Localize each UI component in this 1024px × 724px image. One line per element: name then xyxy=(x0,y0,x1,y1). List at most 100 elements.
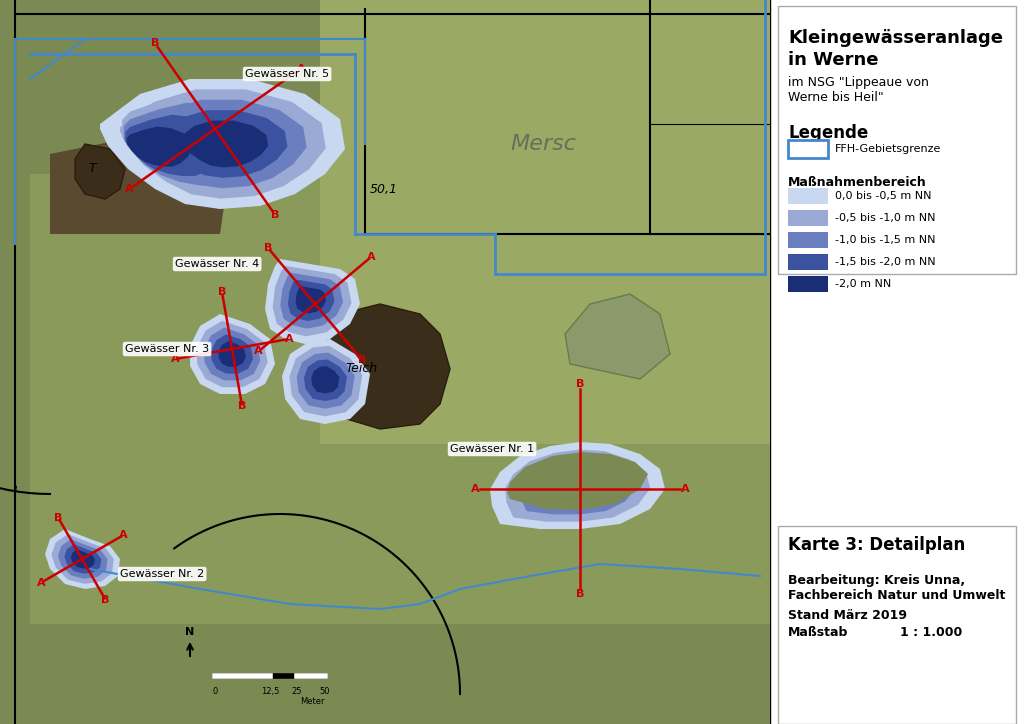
Text: 25: 25 xyxy=(292,687,302,696)
Polygon shape xyxy=(0,0,770,724)
Polygon shape xyxy=(58,539,108,578)
Text: Stand März 2019: Stand März 2019 xyxy=(788,609,907,622)
Polygon shape xyxy=(50,134,230,234)
Text: A: A xyxy=(471,484,479,494)
Polygon shape xyxy=(265,259,360,344)
Text: 0,0 bis -0,5 m NN: 0,0 bis -0,5 m NN xyxy=(835,191,932,201)
Text: A: A xyxy=(681,484,689,494)
Polygon shape xyxy=(535,464,621,507)
Text: -2,0 m NN: -2,0 m NN xyxy=(835,279,891,289)
Text: Maßstab: Maßstab xyxy=(788,626,849,639)
Text: A: A xyxy=(125,184,133,194)
Text: B: B xyxy=(263,243,272,253)
Text: B: B xyxy=(271,210,280,220)
Text: Gewässer Nr. 3: Gewässer Nr. 3 xyxy=(125,344,209,354)
Polygon shape xyxy=(198,321,267,387)
Text: B: B xyxy=(575,589,585,599)
Text: -1,0 bis -1,5 m NN: -1,0 bis -1,5 m NN xyxy=(835,235,936,245)
Polygon shape xyxy=(300,304,450,429)
Polygon shape xyxy=(321,0,770,444)
Text: A: A xyxy=(285,334,293,344)
Text: A: A xyxy=(171,354,179,364)
Text: A: A xyxy=(254,346,263,356)
Text: 1 : 1.000: 1 : 1.000 xyxy=(900,626,963,639)
Polygon shape xyxy=(180,121,268,167)
Text: 50,1: 50,1 xyxy=(370,182,398,195)
Text: B: B xyxy=(358,355,367,366)
Text: im NSG "Lippeaue von
Werne bis Heil": im NSG "Lippeaue von Werne bis Heil" xyxy=(788,76,929,104)
Text: Legende: Legende xyxy=(788,124,868,142)
Polygon shape xyxy=(45,529,120,589)
FancyBboxPatch shape xyxy=(788,210,828,226)
Polygon shape xyxy=(218,341,246,367)
Text: N: N xyxy=(185,627,195,637)
Polygon shape xyxy=(211,334,253,374)
Polygon shape xyxy=(124,103,258,185)
Polygon shape xyxy=(127,127,193,167)
Text: B: B xyxy=(575,379,585,389)
Polygon shape xyxy=(304,359,347,401)
FancyBboxPatch shape xyxy=(778,6,1016,274)
Polygon shape xyxy=(120,89,326,198)
Polygon shape xyxy=(71,550,95,568)
Polygon shape xyxy=(281,273,343,329)
Polygon shape xyxy=(311,366,339,393)
Text: in Werne: in Werne xyxy=(788,51,879,69)
Text: B: B xyxy=(151,38,159,48)
Text: Gewässer Nr. 1: Gewässer Nr. 1 xyxy=(450,444,535,454)
Polygon shape xyxy=(125,114,225,176)
Text: Mersc: Mersc xyxy=(510,134,577,154)
Polygon shape xyxy=(282,339,370,424)
Text: -1,5 bis -2,0 m NN: -1,5 bis -2,0 m NN xyxy=(835,257,936,267)
Polygon shape xyxy=(122,91,292,195)
Text: Bearbeitung: Kreis Unna,
Fachbereich Natur und Umwelt: Bearbeitung: Kreis Unna, Fachbereich Nat… xyxy=(788,574,1006,602)
Text: A: A xyxy=(119,531,127,540)
Polygon shape xyxy=(51,534,114,584)
Text: Karte 3: Detailplan: Karte 3: Detailplan xyxy=(788,536,966,554)
Polygon shape xyxy=(121,79,325,204)
Polygon shape xyxy=(30,174,770,624)
FancyBboxPatch shape xyxy=(788,140,828,158)
Polygon shape xyxy=(65,544,101,573)
Polygon shape xyxy=(100,79,345,209)
Polygon shape xyxy=(190,314,275,394)
Text: Gewässer Nr. 2: Gewässer Nr. 2 xyxy=(120,569,204,579)
FancyBboxPatch shape xyxy=(788,276,828,292)
Polygon shape xyxy=(205,327,260,380)
FancyBboxPatch shape xyxy=(788,188,828,204)
FancyBboxPatch shape xyxy=(788,232,828,248)
Polygon shape xyxy=(272,266,351,337)
Polygon shape xyxy=(290,346,362,416)
Text: T: T xyxy=(88,162,96,175)
Text: Gewässer Nr. 5: Gewässer Nr. 5 xyxy=(245,69,329,79)
Text: 0: 0 xyxy=(212,687,218,696)
Polygon shape xyxy=(505,450,650,522)
Polygon shape xyxy=(160,110,288,178)
Text: B: B xyxy=(101,595,110,605)
Text: A: A xyxy=(367,252,376,262)
Text: Gewässer Nr. 4: Gewässer Nr. 4 xyxy=(175,259,259,269)
FancyBboxPatch shape xyxy=(778,526,1016,724)
Text: 12,5: 12,5 xyxy=(261,687,280,696)
Text: B: B xyxy=(218,287,226,297)
Text: B: B xyxy=(238,401,246,411)
Text: B: B xyxy=(54,513,62,523)
Polygon shape xyxy=(140,100,306,188)
Polygon shape xyxy=(490,442,665,529)
Text: Maßnahmenbereich: Maßnahmenbereich xyxy=(788,176,927,189)
Polygon shape xyxy=(297,353,354,409)
FancyBboxPatch shape xyxy=(788,254,828,270)
Text: Kleingewässeranlage: Kleingewässeranlage xyxy=(788,29,1004,47)
Text: A: A xyxy=(297,64,305,74)
Text: A: A xyxy=(37,578,45,588)
Text: Teich: Teich xyxy=(345,363,377,376)
Polygon shape xyxy=(520,457,636,514)
Polygon shape xyxy=(507,452,648,510)
Polygon shape xyxy=(75,144,125,199)
Polygon shape xyxy=(288,279,335,321)
Text: 50: 50 xyxy=(319,687,331,696)
Polygon shape xyxy=(550,472,606,500)
Polygon shape xyxy=(565,294,670,379)
Text: -0,5 bis -1,0 m NN: -0,5 bis -1,0 m NN xyxy=(835,213,936,223)
Polygon shape xyxy=(296,286,326,313)
